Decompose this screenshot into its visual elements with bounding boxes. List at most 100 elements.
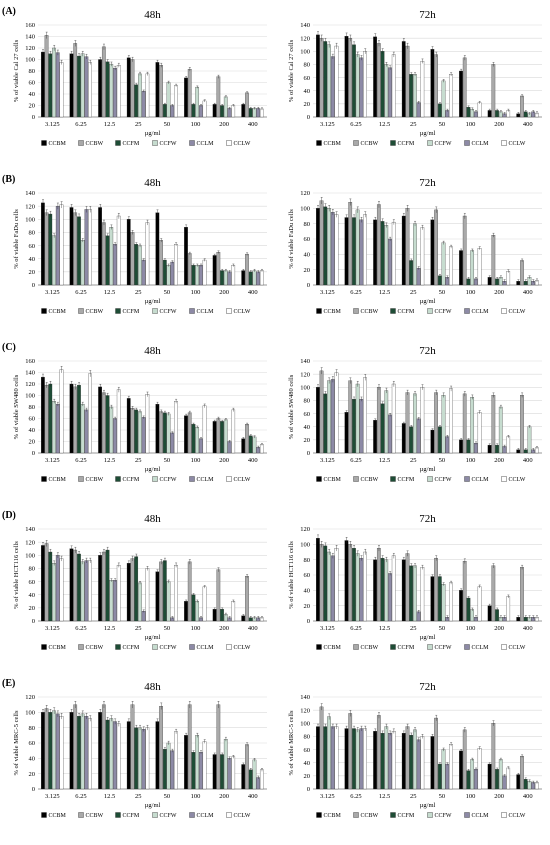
y-tick-label: 0 xyxy=(32,618,35,625)
bar-ccbm-4 xyxy=(155,721,160,790)
y-tick-label: 40 xyxy=(304,760,311,767)
bar-ccbm-6 xyxy=(212,609,217,622)
x-tick-label: 400 xyxy=(248,625,258,632)
bar-cclw-0 xyxy=(334,726,339,790)
x-tick-label: 3.125 xyxy=(320,289,335,296)
bar-ccbm-0 xyxy=(316,34,320,118)
bar-ccbw-3 xyxy=(130,704,135,790)
y-tick-label: 40 xyxy=(29,256,36,263)
x-tick-label: 400 xyxy=(248,793,258,800)
bar-cclm-6 xyxy=(227,108,232,118)
bar-ccbw-3 xyxy=(405,726,410,790)
legend-label: CCLW xyxy=(509,813,526,819)
chart-panel-3: 72h 0 20 40 60 80 100 120 % of viable FaDu cells… xyxy=(288,177,542,315)
bar-cclm-3 xyxy=(141,259,146,286)
y-tick-label: 40 xyxy=(29,427,36,434)
bar-ccfw-2 xyxy=(109,227,114,286)
bar-ccfw-1 xyxy=(80,403,85,454)
bar-cclm-5 xyxy=(199,438,203,454)
x-tick-label: 3.125 xyxy=(45,289,60,296)
bar-ccbw-4 xyxy=(159,411,163,454)
y-tick-label: 120 xyxy=(300,526,310,533)
bar-cclw-0 xyxy=(334,548,339,622)
y-tick-label: 100 xyxy=(25,552,35,559)
bar-ccfw-5 xyxy=(470,609,475,622)
y-tick-label: 120 xyxy=(300,35,310,42)
y-tick-label: 140 xyxy=(300,694,310,701)
bar-ccfm-3 xyxy=(134,84,139,118)
legend-label: CCFW xyxy=(160,477,177,483)
bar-ccbm-3 xyxy=(401,41,406,118)
x-tick-label: 400 xyxy=(523,121,533,128)
bar-cclw-2 xyxy=(116,723,121,790)
bar-ccfw-4 xyxy=(441,395,446,454)
x-tick-label: 25 xyxy=(410,457,417,464)
bar-ccbm-5 xyxy=(184,735,188,790)
bar-ccfm-1 xyxy=(77,553,81,622)
legend-label: CCLW xyxy=(234,309,251,315)
bar-ccbm-0 xyxy=(316,208,320,286)
y-axis-label: % of viable SW480 cells xyxy=(288,374,295,439)
legend-swatch-ccbw xyxy=(353,140,359,146)
x-tick-label: 25 xyxy=(135,289,142,296)
legend-label: CCFW xyxy=(435,141,452,147)
bar-ccbw-0 xyxy=(44,35,49,118)
bar-ccfw-2 xyxy=(384,64,389,118)
legend-swatch-cclm xyxy=(464,644,470,650)
bar-ccbw-7 xyxy=(520,567,524,622)
bar-ccfm-4 xyxy=(162,412,167,454)
y-tick-label: 40 xyxy=(304,88,311,95)
y-tick-label: 80 xyxy=(304,221,311,228)
legend-label: CCFM xyxy=(398,309,415,315)
bar-cclw-7 xyxy=(259,444,264,454)
bar-cclm-4 xyxy=(170,261,175,286)
bar-ccfm-6 xyxy=(220,754,224,790)
bar-ccfw-1 xyxy=(355,729,360,790)
bar-ccbm-2 xyxy=(373,219,377,286)
bar-ccbw-4 xyxy=(159,65,163,118)
bar-ccbw-4 xyxy=(159,561,163,622)
chart-title: 72h xyxy=(419,681,436,693)
x-tick-label: 100 xyxy=(191,457,201,464)
bar-cclm-3 xyxy=(141,90,146,118)
legend-label: CCBW xyxy=(361,309,379,315)
y-tick-label: 100 xyxy=(25,393,35,400)
bar-cclm-2 xyxy=(388,573,392,622)
bar-ccfm-1 xyxy=(352,398,356,454)
bar-ccbw-6 xyxy=(216,704,221,790)
bar-ccfm-1 xyxy=(77,216,81,286)
x-tick-label: 400 xyxy=(248,121,258,128)
bar-ccbw-5 xyxy=(187,704,192,790)
panel-label: (E) xyxy=(2,678,15,689)
legend-label: CCFM xyxy=(123,477,140,483)
bar-ccbw-1 xyxy=(348,202,353,286)
bar-ccbw-4 xyxy=(434,717,438,790)
bar-ccbm-7 xyxy=(241,764,246,790)
bar-ccfm-6 xyxy=(220,609,224,622)
x-tick-label: 12.5 xyxy=(104,793,115,800)
x-tick-label: 12.5 xyxy=(379,121,390,128)
legend-label: CCBW xyxy=(86,645,104,651)
bar-ccbm-1 xyxy=(344,36,349,118)
y-tick-label: 20 xyxy=(29,771,36,778)
legend-swatch-cclm xyxy=(464,140,470,146)
legend-label: CCFM xyxy=(123,309,140,315)
bar-cclm-3 xyxy=(141,417,146,454)
bar-ccbw-2 xyxy=(376,715,381,790)
bar-ccfm-2 xyxy=(105,719,110,790)
y-tick-label: 140 xyxy=(25,190,35,197)
bar-ccbm-6 xyxy=(212,754,217,790)
y-tick-label: 140 xyxy=(25,370,35,377)
legend-swatch-ccfm xyxy=(115,644,121,650)
y-tick-label: 40 xyxy=(304,424,311,431)
x-tick-label: 100 xyxy=(191,625,201,632)
bar-cclw-4 xyxy=(449,74,453,118)
bar-ccbm-4 xyxy=(155,571,160,622)
bar-ccfm-4 xyxy=(437,426,442,454)
x-tick-label: 50 xyxy=(439,121,446,128)
bar-ccbw-3 xyxy=(130,232,135,286)
bar-ccbw-4 xyxy=(159,706,163,790)
x-tick-label: 12.5 xyxy=(379,289,390,296)
panel-label: (B) xyxy=(2,174,15,185)
y-tick-label: 100 xyxy=(25,216,35,223)
